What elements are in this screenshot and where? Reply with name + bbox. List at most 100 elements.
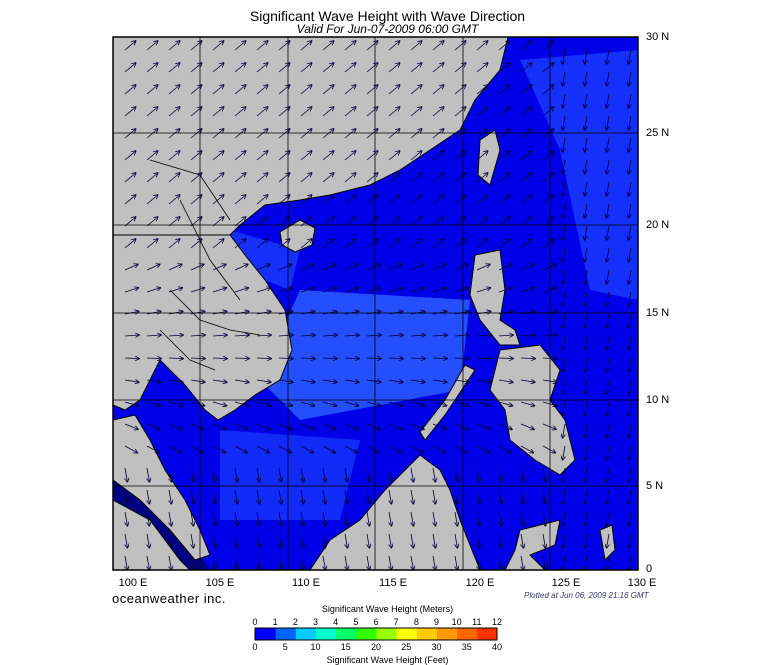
wave-direction-arrow xyxy=(607,335,609,350)
wave-direction-arrow xyxy=(585,137,587,152)
wave-direction-arrow xyxy=(629,357,631,372)
wave-direction-arrow xyxy=(585,71,587,86)
brand-logo-text: oceanweather inc. xyxy=(112,591,227,606)
wave-direction-arrow xyxy=(585,313,587,328)
wave-direction-arrow xyxy=(190,264,204,271)
wave-direction-arrow xyxy=(212,217,224,227)
wave-direction-arrow xyxy=(191,555,193,570)
wave-direction-arrow xyxy=(585,533,587,548)
wave-direction-arrow xyxy=(124,335,139,336)
wave-direction-arrow xyxy=(344,41,356,51)
colorbar-meter-tick: 11 xyxy=(472,617,482,627)
wave-direction-arrow xyxy=(454,173,466,183)
land-visayas-mindanao xyxy=(489,344,576,476)
wave-direction-arrow xyxy=(124,41,136,51)
wave-direction-arrow xyxy=(322,63,334,73)
wave-direction-arrow xyxy=(190,358,205,359)
wave-direction-arrow xyxy=(563,71,565,86)
wave-direction-arrow xyxy=(322,217,334,227)
wave-direction-arrow xyxy=(410,335,425,336)
colorbar-feet-tick: 15 xyxy=(340,642,351,652)
wave-direction-arrow xyxy=(454,358,469,359)
wave-direction-arrow xyxy=(410,239,422,249)
wave-direction-arrow xyxy=(300,380,315,382)
wave-direction-arrow xyxy=(169,555,171,570)
wave-direction-arrow xyxy=(410,41,422,51)
wave-direction-arrow xyxy=(629,93,631,108)
wave-direction-arrow xyxy=(146,401,161,406)
wave-direction-arrow xyxy=(585,269,587,284)
lat-label-20n: 20 N xyxy=(646,219,670,231)
wave-direction-arrow xyxy=(498,445,511,453)
wave-direction-arrow xyxy=(124,107,136,117)
lon-label-110e: 110 E xyxy=(292,577,320,589)
wave-direction-arrow xyxy=(234,423,248,429)
wave-direction-arrow xyxy=(388,401,403,406)
wave-direction-arrow xyxy=(585,445,587,460)
wave-direction-arrow xyxy=(455,511,457,526)
wave-direction-arrow xyxy=(476,151,488,161)
wave-direction-arrow xyxy=(125,467,127,482)
wave-direction-arrow xyxy=(454,264,468,271)
wave-direction-arrow xyxy=(366,264,380,271)
wave-direction-arrow xyxy=(563,489,565,504)
wave-direction-arrow xyxy=(278,358,293,359)
wave-direction-arrow xyxy=(256,41,268,51)
colorbar-meter-tick: 0 xyxy=(252,617,258,627)
wave-direction-arrow xyxy=(629,467,631,482)
wave-direction-arrow xyxy=(629,423,631,438)
wave-direction-arrow xyxy=(235,511,237,526)
wave-direction-arrow xyxy=(543,533,545,548)
wave-direction-arrow xyxy=(344,217,356,227)
wave-direction-arrow xyxy=(366,445,379,453)
wave-direction-arrow xyxy=(520,217,532,227)
wave-direction-arrow xyxy=(124,423,138,429)
wave-direction-arrow xyxy=(607,467,609,482)
wave-direction-arrow xyxy=(366,288,380,293)
wave-direction-arrow xyxy=(520,151,532,161)
wave-direction-arrow xyxy=(344,63,356,73)
wave-direction-arrow xyxy=(300,445,313,453)
wave-direction-arrow xyxy=(499,489,501,504)
wave-direction-arrow xyxy=(542,151,554,161)
wave-direction-arrow xyxy=(629,313,631,328)
wave-direction-arrow xyxy=(125,511,127,526)
wave-direction-arrow xyxy=(498,239,510,249)
wave-direction-arrow xyxy=(499,533,501,548)
wave-direction-arrow xyxy=(212,264,226,271)
wave-direction-arrow xyxy=(300,151,312,161)
wave-direction-arrow xyxy=(585,555,587,570)
wave-direction-arrow xyxy=(212,335,227,336)
wave-direction-arrow xyxy=(388,85,400,95)
wave-direction-arrow xyxy=(433,533,435,548)
wave-direction-arrow xyxy=(168,195,180,205)
wave-direction-arrow xyxy=(147,555,149,570)
wave-direction-arrow xyxy=(476,129,488,139)
wave-direction-arrow xyxy=(454,335,469,336)
wave-direction-arrow xyxy=(300,335,315,336)
wave-direction-arrow xyxy=(213,555,215,570)
wave-direction-arrow xyxy=(520,173,532,183)
wave-direction-arrow xyxy=(432,335,447,336)
wave-direction-arrow xyxy=(629,335,631,350)
wave-direction-arrow xyxy=(563,335,565,350)
lat-label-30n: 30 N xyxy=(646,31,670,43)
wave-direction-arrow xyxy=(433,555,435,570)
wave-direction-arrow xyxy=(168,264,182,271)
wave-direction-arrow xyxy=(322,335,337,336)
wave-direction-arrow xyxy=(169,511,171,526)
wave-direction-arrow xyxy=(124,173,136,183)
colorbar-meter-tick: 6 xyxy=(373,617,379,627)
land-indochina xyxy=(113,234,293,421)
wave-direction-arrow xyxy=(433,489,435,504)
wave-direction-arrow xyxy=(520,335,535,336)
wave-direction-arrow xyxy=(521,467,523,482)
wave-direction-arrow xyxy=(323,555,325,570)
colorbar-swatch xyxy=(335,628,357,640)
wave-direction-arrow xyxy=(168,445,181,453)
wave-direction-arrow xyxy=(124,358,139,359)
wave-direction-arrow xyxy=(146,264,160,271)
wave-direction-arrow xyxy=(629,555,631,570)
wave-direction-arrow xyxy=(322,173,334,183)
wave-direction-arrow xyxy=(499,467,501,482)
